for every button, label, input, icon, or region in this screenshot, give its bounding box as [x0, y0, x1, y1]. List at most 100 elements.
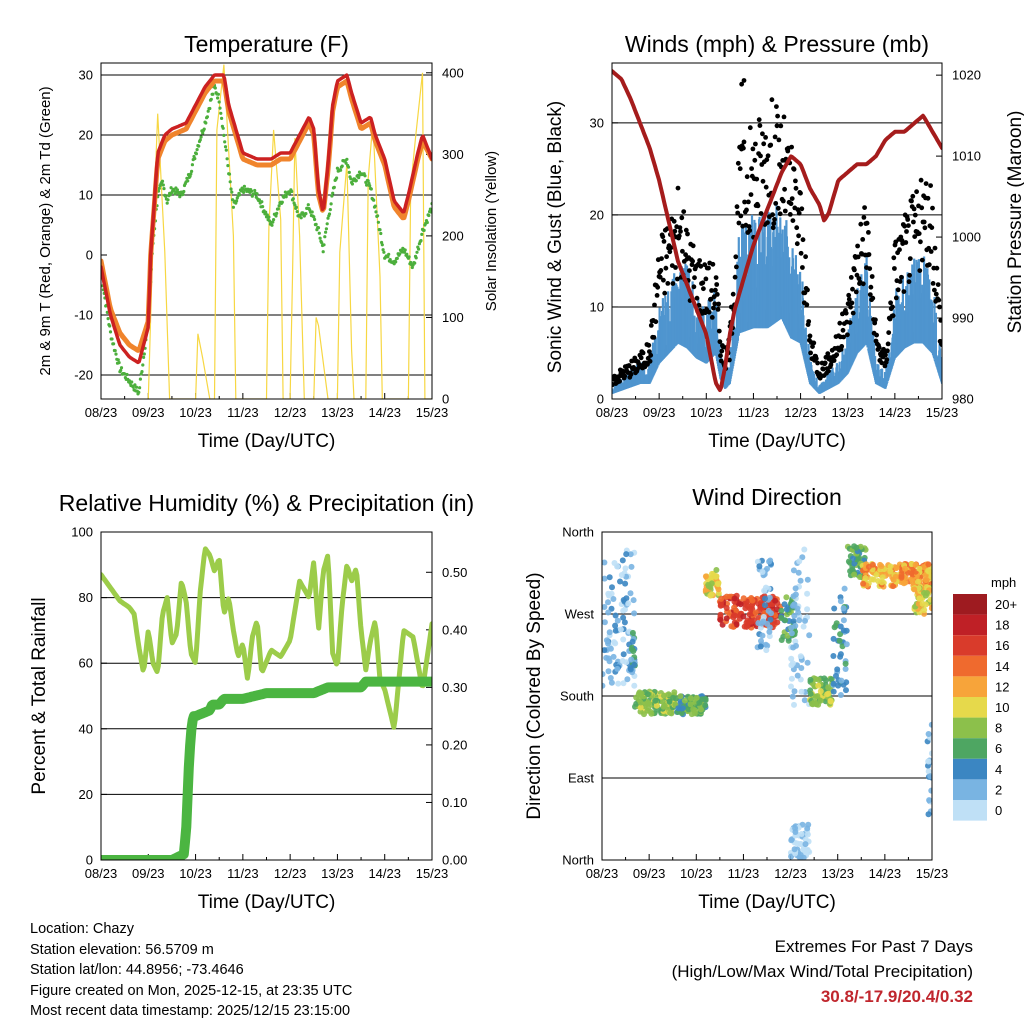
direction-point [798, 688, 805, 695]
direction-point [791, 701, 797, 708]
gust-point [758, 153, 763, 159]
dewpoint-point [108, 330, 113, 334]
dewpoint-point [106, 317, 110, 321]
gust-point [778, 123, 784, 129]
dewpoint-point [413, 261, 417, 265]
direction-point [851, 571, 858, 578]
gust-point [789, 196, 795, 202]
dewpoint-point [410, 265, 414, 270]
direction-point [607, 645, 614, 652]
gust-point [867, 266, 873, 271]
direction-point [609, 584, 615, 591]
gust-point [787, 212, 793, 217]
gust-point [798, 250, 804, 256]
direction-point [909, 579, 916, 586]
direction-point [761, 587, 768, 594]
dewpoint-point [394, 260, 398, 264]
direction-point [790, 567, 797, 574]
dewpoint-point [241, 187, 245, 191]
dewpoint-point [323, 235, 327, 239]
direction-point [791, 846, 798, 853]
direction-point [602, 671, 606, 678]
gust-point [906, 223, 911, 229]
direction-point [749, 597, 756, 604]
direction-point [605, 592, 612, 599]
gust-point [800, 237, 806, 243]
y2-tick-label: 980 [952, 392, 974, 407]
direction-point [817, 697, 824, 704]
dewpoint-point [357, 176, 361, 180]
direction-point [830, 688, 837, 695]
dewpoint-point [380, 243, 384, 247]
gust-point [852, 267, 857, 273]
colorbar-swatch [953, 594, 987, 615]
dewpoint-point [329, 202, 333, 206]
y-tick-label: South [560, 689, 594, 704]
gust-point [825, 351, 831, 356]
direction-point [807, 676, 814, 683]
y-tick-label: 30 [79, 68, 93, 83]
y-tick-label: -20 [74, 368, 93, 383]
x-tick-label: 14/23 [869, 866, 902, 881]
gust-point [885, 341, 891, 347]
gust-point [654, 293, 660, 298]
gust-point [741, 78, 747, 83]
direction-point [625, 600, 632, 607]
dewpoint-point [253, 188, 257, 193]
direction-point [628, 563, 635, 570]
x-tick-label: 10/23 [690, 405, 723, 420]
dewpoint-point [116, 358, 120, 362]
direction-point [666, 698, 673, 705]
direction-point [792, 638, 799, 645]
dewpoint-point [221, 126, 225, 130]
direction-point [614, 563, 621, 570]
gust-point [845, 301, 851, 307]
gust-point [653, 319, 659, 325]
direction-point [627, 590, 634, 597]
direction-point [759, 569, 766, 575]
panel-2: Winds (mph) & Pressure (mb) 08/23 09/23 10/… [545, 31, 1024, 452]
direction-point [617, 626, 624, 633]
direction-point [831, 624, 838, 631]
dewpoint-point [379, 231, 383, 236]
direction-point [621, 619, 628, 626]
dewpoint-point [414, 256, 418, 260]
gust-point [934, 265, 940, 271]
gust-point [777, 211, 783, 217]
gust-point [883, 352, 888, 358]
gust-point [673, 265, 678, 270]
dewpoint-point [339, 168, 343, 172]
gust-point [861, 215, 867, 220]
y2-tick-label: 1020 [952, 68, 981, 83]
direction-point [693, 694, 700, 701]
gust-point [658, 268, 664, 273]
direction-point [791, 688, 798, 695]
dewpoint-point [374, 210, 378, 214]
gust-point [687, 268, 692, 273]
gust-point [780, 198, 786, 204]
direction-point [898, 573, 905, 580]
gust-point [850, 286, 855, 292]
direction-point [817, 688, 824, 695]
direction-point [840, 617, 847, 624]
gust-point [772, 217, 777, 222]
gust-point [922, 225, 928, 231]
dewpoint-point [231, 205, 235, 209]
y-tick-label: 60 [79, 656, 93, 671]
gust-point [930, 205, 935, 211]
gust-point [932, 245, 938, 251]
direction-point [622, 606, 628, 613]
gust-point [870, 295, 876, 301]
direction-point [795, 569, 802, 576]
colorbar-label: 0 [995, 803, 1002, 818]
direction-point [926, 797, 932, 804]
gust-point [897, 247, 902, 253]
gust-point [811, 340, 817, 346]
direction-point [788, 630, 795, 637]
direction-point [796, 558, 803, 565]
dewpoint-point [242, 184, 246, 188]
dewpoint-point [133, 383, 137, 387]
panel-title: Wind Direction [692, 484, 842, 510]
y2-axis-label: Solar Insolation (Yellow) [483, 151, 500, 311]
direction-point [652, 697, 659, 704]
